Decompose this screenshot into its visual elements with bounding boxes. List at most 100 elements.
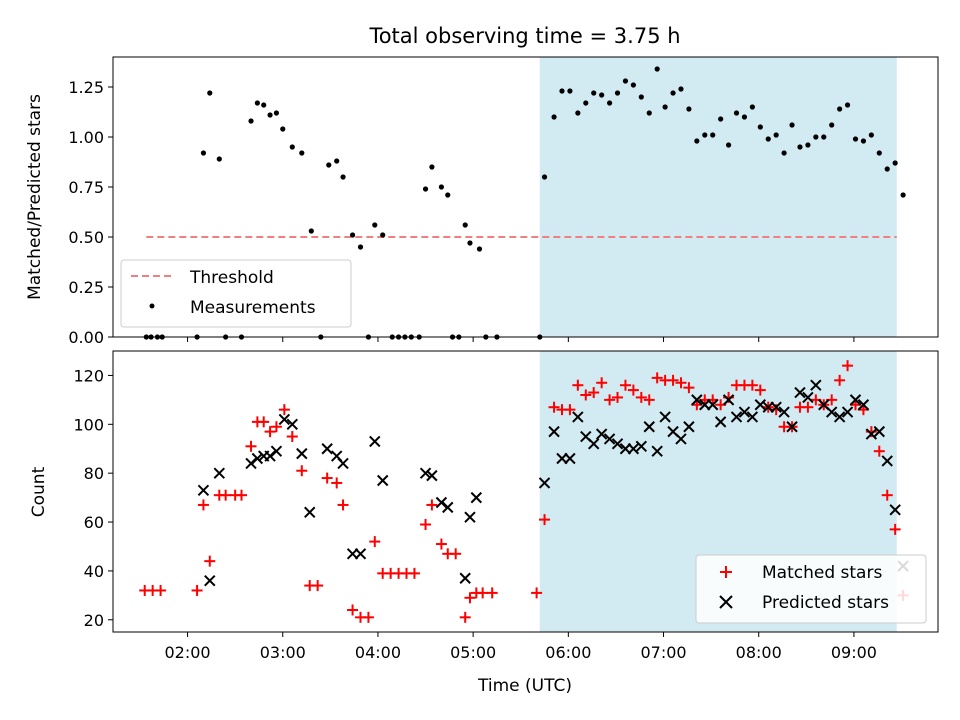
predicted-star-point bbox=[794, 386, 806, 399]
top-shaded-region bbox=[539, 57, 897, 337]
predicted-star-stroke-b bbox=[849, 394, 862, 406]
measurement-point bbox=[876, 150, 882, 156]
measurement-point bbox=[630, 82, 636, 88]
measurement-point bbox=[900, 192, 906, 198]
predicted-star-point bbox=[810, 379, 822, 391]
matched-star-point bbox=[312, 580, 324, 592]
predicted-star-point bbox=[643, 421, 655, 433]
predicted-star-stroke-b bbox=[865, 428, 878, 440]
measurement-point bbox=[829, 122, 835, 128]
measurement-point bbox=[678, 86, 684, 92]
predicted-star-stroke-b bbox=[304, 506, 316, 518]
predicted-star-stroke-b bbox=[337, 457, 349, 470]
measurement-point bbox=[559, 88, 565, 94]
bottom-legend-box bbox=[695, 554, 927, 624]
predicted-star-point bbox=[889, 504, 901, 516]
predicted-star-point bbox=[754, 399, 767, 411]
predicted-star-stroke-b bbox=[841, 406, 854, 418]
matched-star-point bbox=[408, 567, 420, 579]
matched-star-point bbox=[486, 587, 498, 599]
matched-star-point bbox=[236, 489, 248, 501]
predicted-star-stroke-b bbox=[786, 421, 798, 433]
measurement-point bbox=[860, 138, 867, 144]
predicted-star-stroke-b bbox=[683, 421, 695, 433]
measurement-point bbox=[438, 184, 445, 190]
matched-star-point bbox=[435, 538, 447, 550]
measurement-point bbox=[551, 114, 557, 120]
matched-star-point bbox=[873, 445, 885, 457]
predicted-star-stroke-b bbox=[442, 501, 454, 514]
predicted-star-point bbox=[651, 445, 663, 457]
measurement-point bbox=[273, 110, 280, 116]
bottom-y-tick-label: 80 bbox=[84, 464, 104, 483]
predicted-star-point bbox=[635, 440, 648, 453]
measurement-point bbox=[308, 228, 314, 234]
predicted-star-stroke-b bbox=[738, 406, 751, 418]
predicted-star-point bbox=[659, 411, 671, 423]
predicted-star-point bbox=[264, 450, 276, 462]
matched-star-point bbox=[347, 604, 359, 616]
measurement-point bbox=[599, 92, 605, 98]
matched-star-point bbox=[604, 394, 616, 406]
predicted-star-point bbox=[627, 443, 640, 455]
measurement-point bbox=[280, 126, 286, 132]
predicted-star-point bbox=[595, 428, 608, 440]
matched-star-point bbox=[450, 548, 462, 560]
matched-star-point bbox=[564, 404, 576, 416]
predicted-star-point bbox=[470, 491, 483, 504]
bottom-x-tick-label: 06:00 bbox=[545, 643, 591, 662]
predicted-star-point bbox=[857, 399, 870, 411]
bottom-x-tick-label: 09:00 bbox=[831, 643, 877, 662]
matched-star-point bbox=[204, 555, 216, 567]
predicted-star-stroke-b bbox=[675, 433, 687, 445]
measurement-point bbox=[267, 112, 273, 118]
predicted-star-stroke-b bbox=[538, 477, 551, 489]
matched-stars-series bbox=[139, 360, 909, 623]
predicted-star-stroke-b bbox=[354, 548, 367, 560]
predicted-star-stroke-b bbox=[635, 440, 648, 453]
legend-predicted-swatch bbox=[719, 595, 733, 609]
predicted-star-stroke-b bbox=[278, 413, 291, 426]
measurement-point bbox=[254, 100, 260, 106]
predicted-star-stroke-b bbox=[873, 425, 886, 438]
legend-matched-label: Matched stars bbox=[762, 563, 882, 583]
matched-star-point bbox=[612, 391, 624, 403]
measurement-point bbox=[200, 150, 207, 156]
matched-star-point bbox=[296, 465, 308, 477]
predicted-star-stroke-b bbox=[270, 445, 283, 457]
predicted-star-point bbox=[865, 428, 878, 440]
predicted-star-stroke-b bbox=[881, 455, 893, 467]
measurement-point bbox=[622, 78, 629, 84]
measurement-point bbox=[326, 162, 332, 168]
measurement-point bbox=[248, 118, 254, 124]
predicted-star-point bbox=[564, 452, 576, 465]
bottom-y-tick-label: 20 bbox=[84, 611, 104, 630]
measurement-point bbox=[741, 114, 748, 120]
predicted-star-stroke-b bbox=[659, 411, 671, 423]
matched-star-point bbox=[683, 382, 695, 394]
top-y-tick-label: 1.00 bbox=[68, 128, 104, 147]
matched-star-point bbox=[667, 374, 679, 386]
matched-star-point bbox=[278, 404, 290, 416]
bottom-legend: Matched stars Predicted stars bbox=[695, 554, 927, 624]
measurement-point bbox=[357, 244, 364, 250]
matched-star-point bbox=[754, 384, 766, 396]
measurement-point bbox=[702, 132, 708, 138]
top-y-tick-label: 0.00 bbox=[68, 328, 104, 347]
top-y-tick-label: 1.25 bbox=[68, 78, 104, 97]
predicted-star-point bbox=[426, 469, 438, 482]
matched-star-point bbox=[635, 391, 647, 403]
predicted-star-point bbox=[722, 394, 735, 406]
top-panel: 0.00 0.25 0.50 0.75 1.00 1.25 Total observing… bbox=[25, 24, 939, 347]
matched-star-point bbox=[643, 394, 655, 406]
predicted-star-point bbox=[321, 443, 333, 455]
predicted-star-stroke-b bbox=[707, 399, 719, 411]
measurement-point bbox=[429, 164, 435, 170]
matched-star-point bbox=[580, 389, 592, 401]
bottom-y-ticks: 20 40 60 80 100 120 bbox=[73, 366, 113, 630]
matched-star-point bbox=[627, 384, 639, 396]
measurement-point bbox=[476, 246, 483, 252]
predicted-star-point bbox=[459, 572, 471, 584]
predicted-star-point bbox=[691, 394, 703, 406]
predicted-star-point bbox=[354, 548, 367, 560]
